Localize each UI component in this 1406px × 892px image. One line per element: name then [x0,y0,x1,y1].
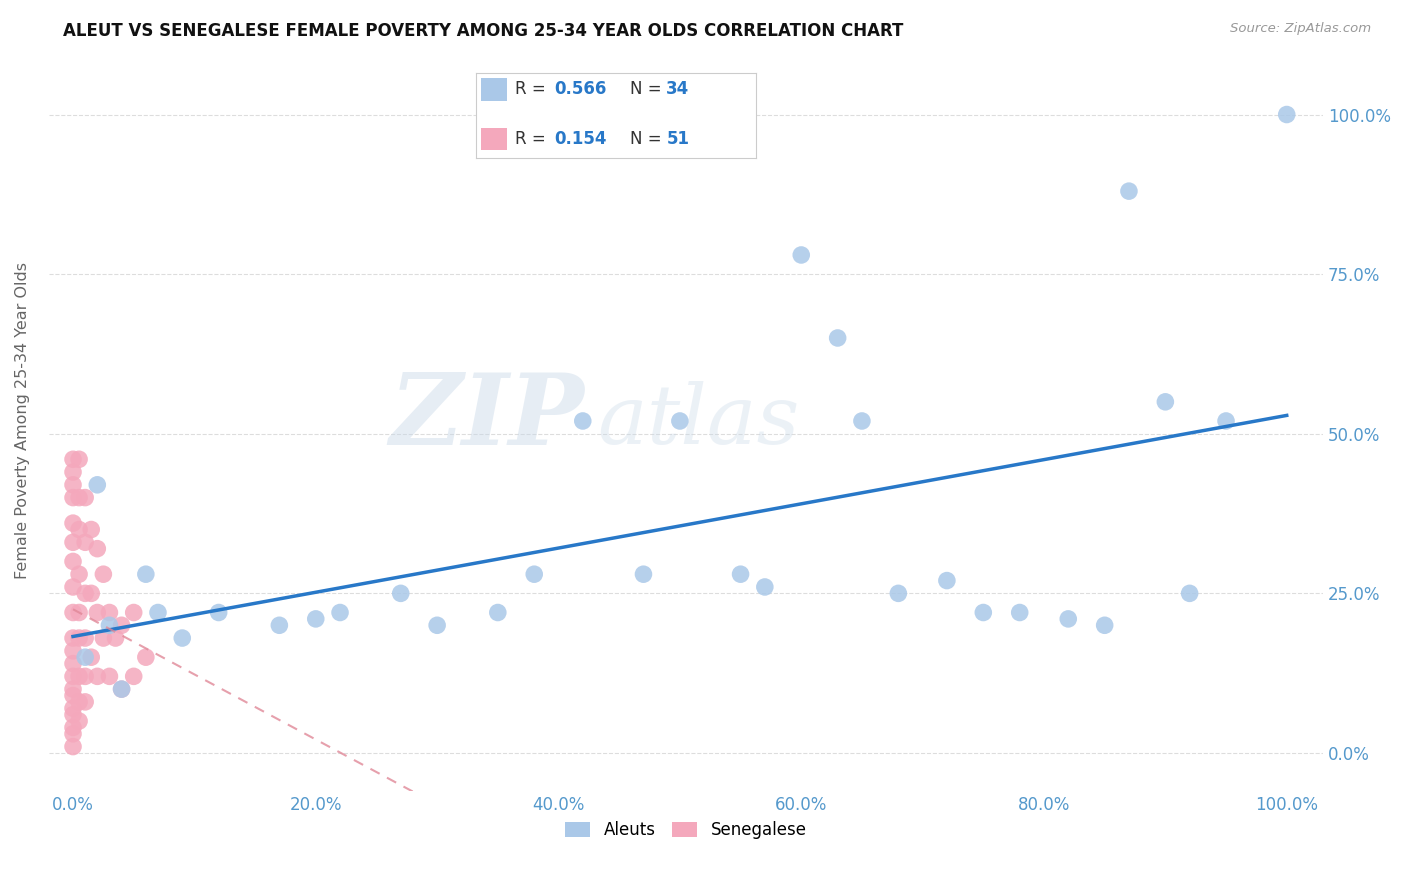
Point [110,618,132,632]
Point [75,650,97,665]
Point [1215,414,1237,428]
Point [62,739,84,754]
Point [62,491,84,505]
Point [62,580,84,594]
Point [669,414,692,428]
Point [62,682,84,697]
Point [135,650,157,665]
Point [790,248,813,262]
Point [80,586,103,600]
Point [67,631,90,645]
Y-axis label: Female Poverty Among 25-34 Year Olds: Female Poverty Among 25-34 Year Olds [15,262,30,580]
Point [67,669,90,683]
Point [75,491,97,505]
Text: Source: ZipAtlas.com: Source: ZipAtlas.com [1230,22,1371,36]
Text: atlas: atlas [596,381,799,461]
Point [62,727,84,741]
Point [93,567,115,582]
Point [62,721,84,735]
Point [67,491,90,505]
Point [633,567,655,582]
Point [523,567,546,582]
Point [62,631,84,645]
Point [1154,394,1177,409]
Point [62,701,84,715]
Point [754,580,776,594]
Point [1118,184,1140,198]
Point [86,669,108,683]
Point [62,644,84,658]
Point [75,631,97,645]
Point [98,669,121,683]
Point [86,478,108,492]
Point [67,567,90,582]
Point [486,606,509,620]
Point [110,682,132,697]
Text: ALEUT VS SENEGALESE FEMALE POVERTY AMONG 25-34 YEAR OLDS CORRELATION CHART: ALEUT VS SENEGALESE FEMALE POVERTY AMONG… [63,22,904,40]
Point [730,567,752,582]
Point [851,414,873,428]
Point [122,669,145,683]
Point [1094,618,1116,632]
Point [80,650,103,665]
Point [571,414,593,428]
Point [62,452,84,467]
Point [80,523,103,537]
Point [208,606,231,620]
Point [67,452,90,467]
Point [86,541,108,556]
Point [172,631,194,645]
Point [1008,606,1031,620]
Point [1178,586,1201,600]
Point [972,606,994,620]
Point [62,535,84,549]
Point [305,612,328,626]
Point [146,606,169,620]
Point [62,707,84,722]
Point [67,695,90,709]
Point [935,574,957,588]
Point [62,689,84,703]
Point [135,567,157,582]
Point [93,631,115,645]
Point [62,657,84,671]
Legend: Aleuts, Senegalese: Aleuts, Senegalese [558,814,813,846]
Point [75,535,97,549]
Point [75,586,97,600]
Point [75,695,97,709]
Point [887,586,910,600]
Point [67,714,90,728]
Point [98,618,121,632]
Point [329,606,352,620]
Point [110,682,132,697]
Point [62,669,84,683]
Point [62,554,84,568]
Text: ZIP: ZIP [389,369,583,466]
Point [62,478,84,492]
Point [389,586,412,600]
Point [104,631,127,645]
Point [62,516,84,530]
Point [1057,612,1080,626]
Point [98,606,121,620]
Point [67,523,90,537]
Point [1275,107,1298,121]
Point [269,618,291,632]
Point [86,606,108,620]
Point [75,669,97,683]
Point [62,606,84,620]
Point [62,465,84,479]
Point [67,606,90,620]
Point [122,606,145,620]
Point [426,618,449,632]
Point [827,331,849,345]
